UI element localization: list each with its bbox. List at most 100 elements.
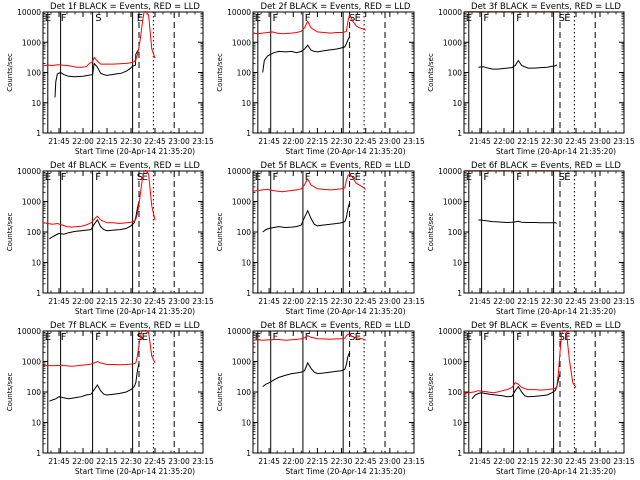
y-tick-label: 1000: [232, 38, 251, 47]
series-group: [253, 173, 367, 233]
flag-label: S: [349, 332, 355, 343]
x-tick-label: 22:00: [493, 457, 515, 466]
x-tick-label: 22:30: [541, 457, 563, 466]
y-tick-label: 10000: [438, 167, 462, 176]
y-axis-label: Counts/sec: [216, 213, 224, 252]
y-axis-label: Counts/sec: [6, 373, 14, 412]
x-tick-label: 22:00: [282, 457, 304, 466]
y-tick-label: 100: [448, 388, 463, 397]
x-tick-label: 21:45: [48, 137, 70, 146]
x-tick-label: 22:00: [493, 137, 515, 146]
flag-label: F: [61, 332, 67, 343]
flag-label: F: [305, 172, 311, 183]
y-tick-label: 10: [31, 99, 41, 108]
x-tick-label: 22:45: [355, 137, 377, 146]
flag-label: F: [273, 172, 279, 183]
y-axis-label: Counts/sec: [427, 213, 435, 252]
x-tick-label: 22:45: [565, 457, 587, 466]
x-axis-label: Start Time (20-Apr-14 21:35:20): [75, 467, 195, 476]
flag-label: F: [95, 332, 101, 343]
y-tick-label: 1: [246, 449, 251, 458]
y-tick-label: 100: [237, 228, 252, 237]
flag-label: F: [305, 332, 311, 343]
flag-label: F: [483, 13, 489, 24]
flag-label: F: [483, 172, 489, 183]
y-tick-label: 100: [27, 69, 42, 78]
flag-label: E: [45, 13, 51, 24]
x-tick-label: 22:45: [144, 137, 166, 146]
x-tick-label: 22:00: [282, 137, 304, 146]
x-tick-label: 22:15: [96, 297, 118, 306]
x-tick-label: 23:15: [192, 457, 214, 466]
detector-panel: Det 5f BLACK = Events, RED = LLD 1 10 100 10…: [216, 161, 425, 316]
x-tick-label: 22:15: [96, 137, 118, 146]
x-tick-label: 23:15: [613, 457, 635, 466]
y-tick-label: 1000: [232, 358, 251, 367]
x-tick-label: 21:45: [48, 297, 70, 306]
series-group: [464, 330, 577, 400]
y-axis-label: Counts/sec: [6, 213, 14, 252]
series-group: [43, 330, 156, 402]
panel-title: Det 1f BLACK = Events, RED = LLD: [50, 2, 200, 12]
y-tick-label: 10: [241, 419, 251, 428]
y-tick-label: 100: [237, 69, 252, 78]
y-axis-label: Counts/sec: [216, 53, 224, 92]
x-tick-label: 22:45: [144, 297, 166, 306]
panel-grid: Det 1f BLACK = Events, RED = LLD 1 10 100 10…: [6, 2, 635, 476]
lld-series-line: [43, 11, 156, 68]
lld-series-line: [253, 13, 366, 35]
flag-label: S: [95, 13, 101, 24]
detector-panel: Det 8f BLACK = Events, RED = LLD 1 10 100 10…: [216, 321, 425, 476]
y-tick-label: 1: [36, 289, 41, 298]
x-axis-label: Start Time (20-Apr-14 21:35:20): [496, 307, 616, 316]
x-tick-label: 22:15: [307, 297, 329, 306]
x-tick-label: 21:45: [258, 457, 280, 466]
panel-title: Det 6f BLACK = Events, RED = LLD: [471, 161, 621, 171]
y-tick-label: 10000: [227, 327, 251, 336]
x-tick-label: 22:15: [307, 137, 329, 146]
y-tick-label: 100: [27, 388, 42, 397]
flag-label: F: [61, 13, 67, 24]
x-tick-label: 23:00: [379, 297, 401, 306]
y-tick-label: 10: [31, 259, 41, 268]
y-tick-label: 10: [31, 419, 41, 428]
x-tick-label: 23:00: [168, 457, 190, 466]
x-tick-label: 22:30: [331, 297, 353, 306]
y-tick-label: 1: [457, 289, 462, 298]
y-tick-label: 10: [452, 99, 462, 108]
x-axis-label: Start Time (20-Apr-14 21:35:20): [75, 307, 195, 316]
flag-label: E: [466, 332, 472, 343]
y-tick-label: 10000: [227, 167, 251, 176]
detector-panel: Det 3f BLACK = Events, RED = LLD 1 10 100 10…: [427, 2, 635, 156]
x-tick-label: 23:00: [379, 457, 401, 466]
x-tick-label: 23:00: [589, 457, 611, 466]
x-tick-label: 22:30: [331, 457, 353, 466]
flag-label: E: [466, 172, 472, 183]
y-tick-label: 1000: [232, 198, 251, 207]
y-axis-label: Counts/sec: [427, 373, 435, 412]
y-tick-label: 1000: [22, 198, 41, 207]
x-tick-label: 23:15: [192, 137, 214, 146]
series-group: [43, 11, 156, 98]
y-tick-label: 10: [241, 99, 251, 108]
y-tick-label: 10: [452, 419, 462, 428]
y-tick-label: 1000: [22, 38, 41, 47]
y-tick-label: 100: [448, 228, 463, 237]
series-group: [464, 11, 560, 70]
events-series-line: [262, 202, 351, 233]
flag-label: E: [355, 332, 361, 343]
series-group: [253, 13, 366, 73]
x-tick-label: 23:00: [589, 297, 611, 306]
x-axis-label: Start Time (20-Apr-14 21:35:20): [285, 147, 405, 156]
flag-label: E: [137, 13, 143, 24]
x-tick-label: 21:45: [258, 297, 280, 306]
flag-label: F: [273, 13, 279, 24]
y-tick-label: 10000: [227, 8, 251, 17]
x-tick-label: 23:15: [403, 137, 425, 146]
x-tick-label: 22:15: [517, 137, 539, 146]
x-tick-label: 22:30: [331, 137, 353, 146]
y-tick-label: 10000: [438, 8, 462, 17]
series-group: [43, 170, 156, 240]
flag-label: F: [273, 332, 279, 343]
